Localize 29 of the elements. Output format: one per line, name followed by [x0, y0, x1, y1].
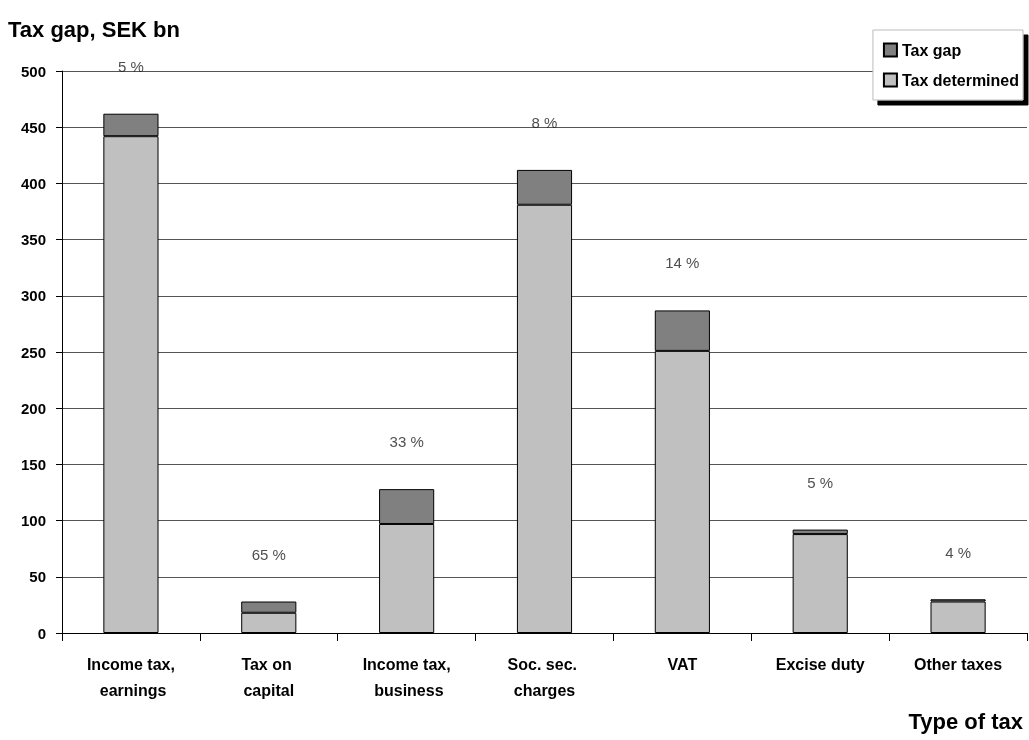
x-tick-label: Income tax, earnings [86, 655, 175, 699]
annotation: 8 % [531, 113, 558, 131]
x-tick-label: Tax on capital [241, 655, 297, 699]
y-axis-title: Tax gap, SEK bn [8, 16, 180, 42]
y-tick-label: 350 [20, 231, 46, 249]
x-tick-label: Soc. sec. charges [507, 655, 582, 699]
x-tick-label: VAT [667, 655, 698, 673]
legend-label: Tax determined [901, 71, 1020, 89]
y-tick-label: 300 [20, 287, 46, 305]
y-tick-label: 450 [20, 118, 46, 136]
y-tick-label: 0 [37, 624, 46, 642]
y-tick-label: 150 [20, 455, 46, 473]
annotation: 5 % [807, 473, 834, 491]
annotation: 4 % [945, 543, 971, 561]
x-tick-label: Other taxes [914, 655, 1003, 673]
legend-label: Tax gap [901, 41, 962, 59]
y-tick-label: 500 [20, 62, 46, 80]
x-axis-title: Type of tax [908, 708, 1024, 734]
annotation: 65 % [251, 545, 286, 563]
y-tick-label: 250 [20, 343, 46, 361]
annotation: 5 % [118, 57, 144, 75]
y-tick-label: 200 [20, 399, 46, 417]
y-tick-label: 50 [29, 568, 46, 586]
y-tick-label: 400 [20, 174, 46, 192]
y-tick-label: 100 [20, 512, 46, 530]
annotation: 14 % [665, 254, 700, 272]
annotation: 33 % [389, 433, 424, 451]
x-tick-label: Income tax, business [362, 655, 451, 699]
x-tick-label: Excise duty [775, 655, 865, 673]
